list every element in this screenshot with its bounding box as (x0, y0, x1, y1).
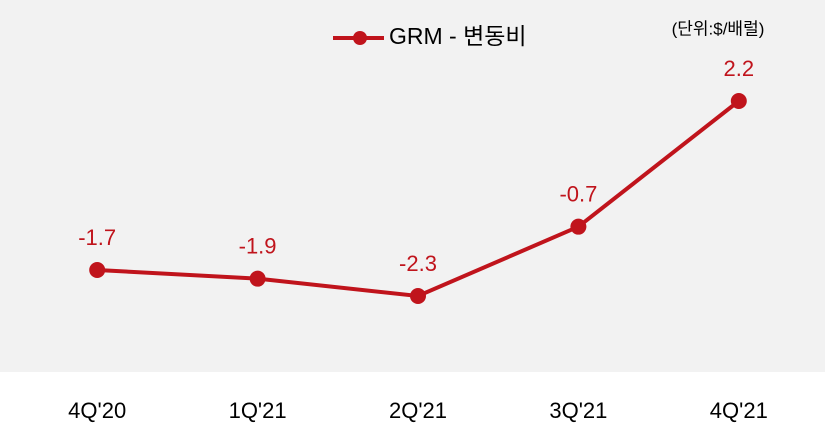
data-label: -1.9 (239, 233, 277, 258)
x-tick-label: 3Q'21 (549, 398, 607, 423)
legend-marker (353, 31, 367, 45)
point (730, 93, 747, 109)
data-label: 2.2 (724, 56, 755, 81)
unit-note: (단위:$/배럴) (672, 19, 765, 38)
x-tick-label: 1Q'21 (229, 398, 287, 423)
data-label: -1.7 (78, 225, 116, 250)
x-tick-label: 4Q'20 (68, 398, 126, 423)
data-label: -0.7 (559, 181, 597, 206)
point (249, 270, 266, 287)
point (89, 262, 106, 278)
x-tick-label: 4Q'21 (710, 398, 768, 423)
data-label: -2.3 (399, 251, 437, 276)
point (570, 218, 587, 235)
plot-area (0, 0, 825, 372)
legend-label: GRM - 변동비 (389, 23, 527, 49)
point (410, 288, 426, 304)
x-tick-label: 2Q'21 (389, 398, 447, 423)
